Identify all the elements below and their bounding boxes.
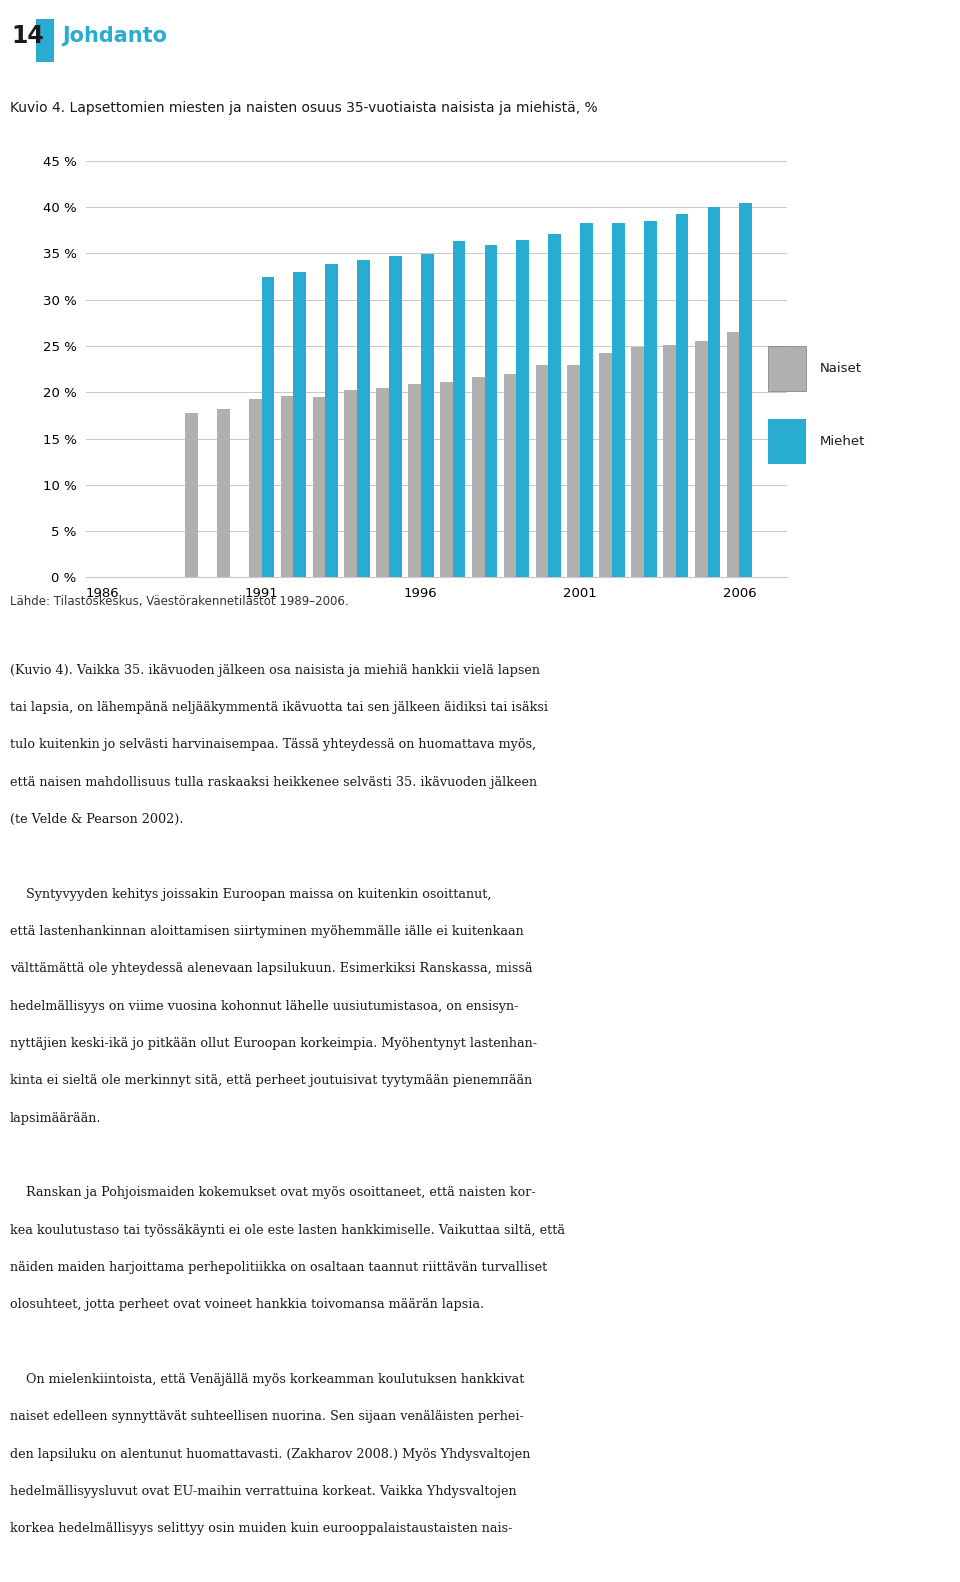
Text: On mielenkiintoista, että Venäjällä myös korkeamman koulutuksen hankkivat: On mielenkiintoista, että Venäjällä myös… (10, 1373, 524, 1386)
Bar (453, 242, 466, 577)
Bar (548, 234, 561, 577)
Bar (708, 207, 720, 577)
Bar (567, 364, 580, 577)
Bar (313, 397, 325, 577)
Text: naiset edelleen synnyttävät suhteellisen nuorina. Sen sijaan venäläisten perhei-: naiset edelleen synnyttävät suhteellisen… (10, 1410, 523, 1424)
Bar (294, 272, 306, 577)
Text: kea koulutustaso tai työssäkäynti ei ole este lasten hankkimiselle. Vaikuttaa si: kea koulutustaso tai työssäkäynti ei ole… (10, 1223, 564, 1237)
Bar (612, 223, 625, 577)
Bar (217, 410, 229, 577)
Bar (727, 332, 739, 577)
Bar (280, 396, 294, 577)
Text: Miehet: Miehet (820, 435, 865, 448)
Text: Naiset: Naiset (820, 362, 862, 375)
Text: välttämättä ole yhteydessä alenevaan lapsilukuun. Esimerkiksi Ranskassa, missä: välttämättä ole yhteydessä alenevaan lap… (10, 962, 532, 976)
Bar (536, 364, 548, 577)
Bar (261, 277, 275, 577)
Bar (739, 202, 752, 577)
Text: että lastenhankinnan aloittamisen siirtyminen myöhemmälle iälle ei kuitenkaan: että lastenhankinnan aloittamisen siirty… (10, 925, 523, 938)
Bar (644, 221, 657, 577)
Bar (440, 383, 453, 577)
Bar (376, 388, 389, 577)
Bar (185, 413, 198, 577)
Bar (36, 19, 54, 62)
Bar (676, 214, 688, 577)
Text: 14: 14 (12, 24, 44, 49)
Bar (768, 419, 806, 464)
Text: Lähde: Tilastoskeskus, Väestörakennetilastot 1989–2006.: Lähde: Tilastoskeskus, Väestörakennetila… (10, 595, 348, 609)
Bar (472, 378, 485, 577)
Bar (663, 345, 676, 577)
Text: kinta ei sieltä ole merkinnyt sitä, että perheet joutuisivat tyytymään pienemпää: kinta ei sieltä ole merkinnyt sitä, että… (10, 1074, 532, 1087)
Bar (325, 264, 338, 577)
Text: Ranskan ja Pohjoismaiden kokemukset ovat myös osoittaneet, että naisten kor-: Ranskan ja Pohjoismaiden kokemukset ovat… (10, 1186, 536, 1199)
Text: näiden maiden harjoittama perhepolitiikka on osaltaan taannut riittävän turvalli: näiden maiden harjoittama perhepolitiikk… (10, 1261, 547, 1274)
Bar (695, 342, 708, 577)
Bar (516, 240, 529, 577)
Text: Syntyvyyden kehitys joissakin Euroopan maissa on kuitenkin osoittanut,: Syntyvyyden kehitys joissakin Euroopan m… (10, 888, 492, 900)
Bar (249, 399, 261, 577)
Bar (408, 384, 420, 577)
Text: tai lapsia, on lähempänä neljääkymmentä ikävuotta tai sen jälkeen äidiksi tai is: tai lapsia, on lähempänä neljääkymmentä … (10, 701, 547, 713)
Text: olosuhteet, jotta perheet ovat voineet hankkia toivomansa määrän lapsia.: olosuhteet, jotta perheet ovat voineet h… (10, 1299, 484, 1311)
Bar (345, 391, 357, 577)
Bar (357, 259, 370, 577)
Text: Johdanto: Johdanto (62, 27, 167, 46)
Text: lapsimäärään.: lapsimäärään. (10, 1112, 101, 1125)
Text: den lapsiluku on alentunut huomattavasti. (Zakharov 2008.) Myös Yhdysvaltojen: den lapsiluku on alentunut huomattavasti… (10, 1448, 530, 1460)
Bar (599, 353, 612, 577)
Text: hedelmällisyys on viime vuosina kohonnut lähelle uusiutumistasoa, on ensisyn-: hedelmällisyys on viime vuosina kohonnut… (10, 1000, 518, 1012)
Bar (485, 245, 497, 577)
Text: Kuvio 4. Lapsettomien miesten ja naisten osuus 35-vuotiaista naisista ja miehist: Kuvio 4. Lapsettomien miesten ja naisten… (10, 101, 597, 115)
Bar (504, 373, 516, 577)
Text: (te Velde & Pearson 2002).: (te Velde & Pearson 2002). (10, 813, 183, 826)
Bar (420, 255, 434, 577)
Text: tulo kuitenkin jo selvästi harvinaisempaa. Tässä yhteydessä on huomattava myös,: tulo kuitenkin jo selvästi harvinaisempa… (10, 739, 536, 751)
Text: että naisen mahdollisuus tulla raskaaksi heikkenee selvästi 35. ikävuoden jälkee: että naisen mahdollisuus tulla raskaaksi… (10, 775, 537, 789)
Text: (Kuvio 4). Vaikka 35. ikävuoden jälkeen osa naisista ja miehiä hankkii vielä lap: (Kuvio 4). Vaikka 35. ikävuoden jälkeen … (10, 663, 540, 677)
Text: hedelmällisyysluvut ovat EU-maihin verrattuina korkeat. Vaikka Yhdysvaltojen: hedelmällisyysluvut ovat EU-maihin verra… (10, 1485, 516, 1498)
Bar (631, 346, 644, 577)
Bar (768, 346, 806, 391)
Text: korkea hedelmällisyys selittyy osin muiden kuin eurooppalaistaustaisten nais-: korkea hedelmällisyys selittyy osin muid… (10, 1522, 512, 1536)
Bar (580, 223, 593, 577)
Bar (389, 256, 401, 577)
Text: nyttäjien keski-ikä jo pitkään ollut Euroopan korkeimpia. Myöhentynyt lastenhan-: nyttäjien keski-ikä jo pitkään ollut Eur… (10, 1036, 537, 1050)
